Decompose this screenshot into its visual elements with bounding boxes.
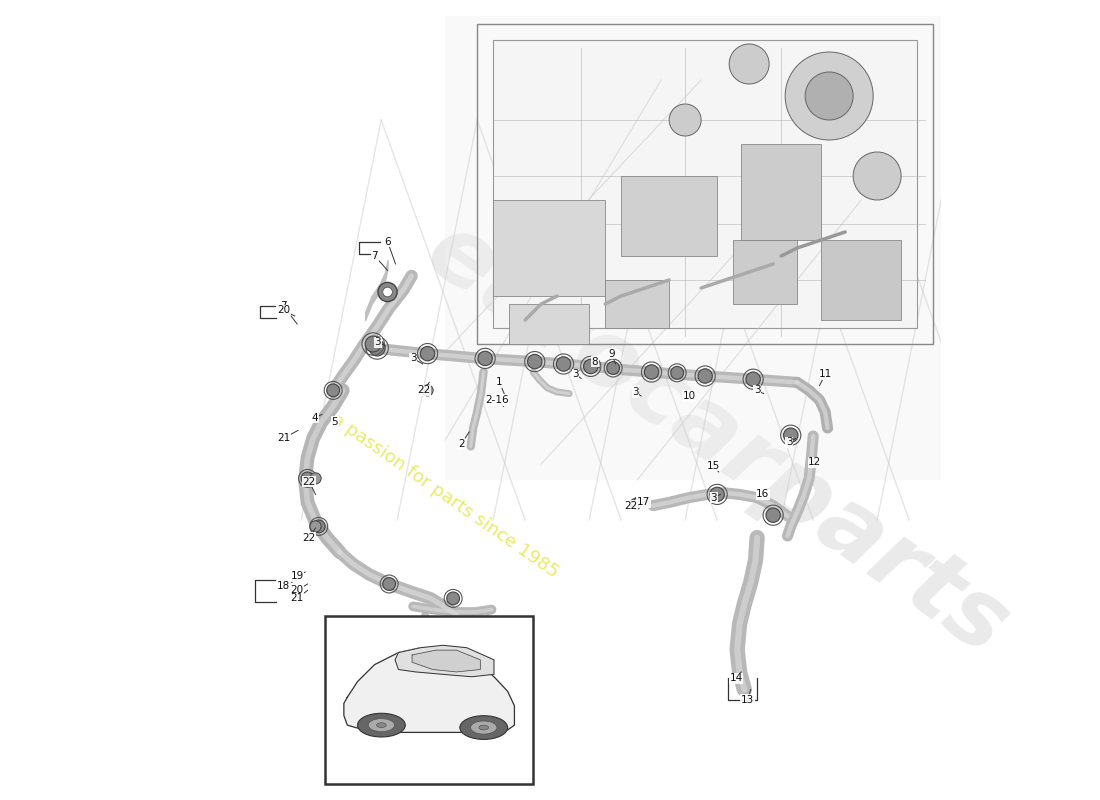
Text: 16: 16 [756,490,769,499]
Bar [741,144,822,240]
Text: 9: 9 [608,349,615,358]
Ellipse shape [368,718,395,732]
Text: 19: 19 [448,642,461,651]
Text: 8: 8 [592,357,598,366]
Circle shape [310,473,321,484]
Text: 17: 17 [637,498,650,507]
Polygon shape [344,648,515,732]
Bar [621,176,717,256]
Text: 3: 3 [632,387,639,397]
Text: 12: 12 [808,458,822,467]
Text: 11: 11 [818,370,832,379]
Polygon shape [446,16,942,480]
Circle shape [383,578,396,590]
Text: 21: 21 [290,594,304,603]
Circle shape [584,359,598,374]
Circle shape [645,365,659,379]
Text: 10: 10 [683,391,695,401]
Text: 5: 5 [331,417,338,426]
Text: 15: 15 [706,461,719,470]
Circle shape [310,521,321,532]
Ellipse shape [460,716,507,739]
Circle shape [422,385,433,396]
Text: 3: 3 [410,354,417,363]
Bar [822,240,901,320]
Polygon shape [395,646,494,677]
Circle shape [698,369,713,383]
Circle shape [785,52,873,140]
Polygon shape [493,40,917,328]
Text: 3: 3 [754,386,760,395]
Ellipse shape [478,725,488,730]
Circle shape [365,336,382,352]
Bar [605,280,669,328]
Bar [734,240,798,304]
Circle shape [669,104,701,136]
Circle shape [528,354,542,369]
Text: 3: 3 [375,338,382,347]
Circle shape [630,498,641,510]
Circle shape [383,287,393,297]
Text: 14: 14 [729,674,743,683]
Circle shape [783,428,798,442]
Circle shape [370,340,385,356]
Text: 23: 23 [412,663,426,673]
Circle shape [710,487,725,502]
Bar [326,616,534,784]
Circle shape [312,520,326,533]
Circle shape [729,44,769,84]
Circle shape [557,357,571,371]
Polygon shape [412,650,481,672]
Circle shape [447,592,460,605]
Text: 3: 3 [572,370,579,379]
Text: 4: 4 [311,413,318,422]
Text: 1: 1 [496,378,503,387]
Text: 22: 22 [624,501,637,510]
Ellipse shape [358,714,405,737]
Circle shape [327,384,340,397]
Circle shape [766,508,780,522]
Text: 2: 2 [458,439,464,449]
Circle shape [746,372,760,386]
Text: 22: 22 [302,477,316,486]
Bar [509,304,590,344]
Circle shape [805,72,854,120]
Ellipse shape [376,722,386,727]
Circle shape [478,351,493,366]
Text: eurocarparts: eurocarparts [409,205,1025,675]
Text: 3: 3 [785,438,792,447]
Text: 6: 6 [384,237,390,246]
Circle shape [607,362,619,374]
Circle shape [420,346,434,361]
Circle shape [301,472,314,485]
Text: 22: 22 [418,386,431,395]
Circle shape [671,366,683,379]
Text: 19: 19 [290,571,304,581]
Circle shape [854,152,901,200]
Text: 7: 7 [280,302,287,311]
Text: 24: 24 [486,690,499,699]
Text: 21: 21 [277,434,290,443]
Text: 18: 18 [277,581,290,590]
Ellipse shape [471,721,497,734]
Text: a passion for parts since 1985: a passion for parts since 1985 [328,410,562,582]
Text: 20: 20 [277,306,290,315]
Bar [493,200,605,296]
Text: 2-16: 2-16 [485,395,509,405]
Circle shape [378,282,397,302]
Text: 13: 13 [741,695,755,705]
Text: 3: 3 [711,493,717,502]
Text: 20: 20 [290,586,304,595]
Text: 22: 22 [302,533,316,542]
Text: 7: 7 [372,251,378,261]
